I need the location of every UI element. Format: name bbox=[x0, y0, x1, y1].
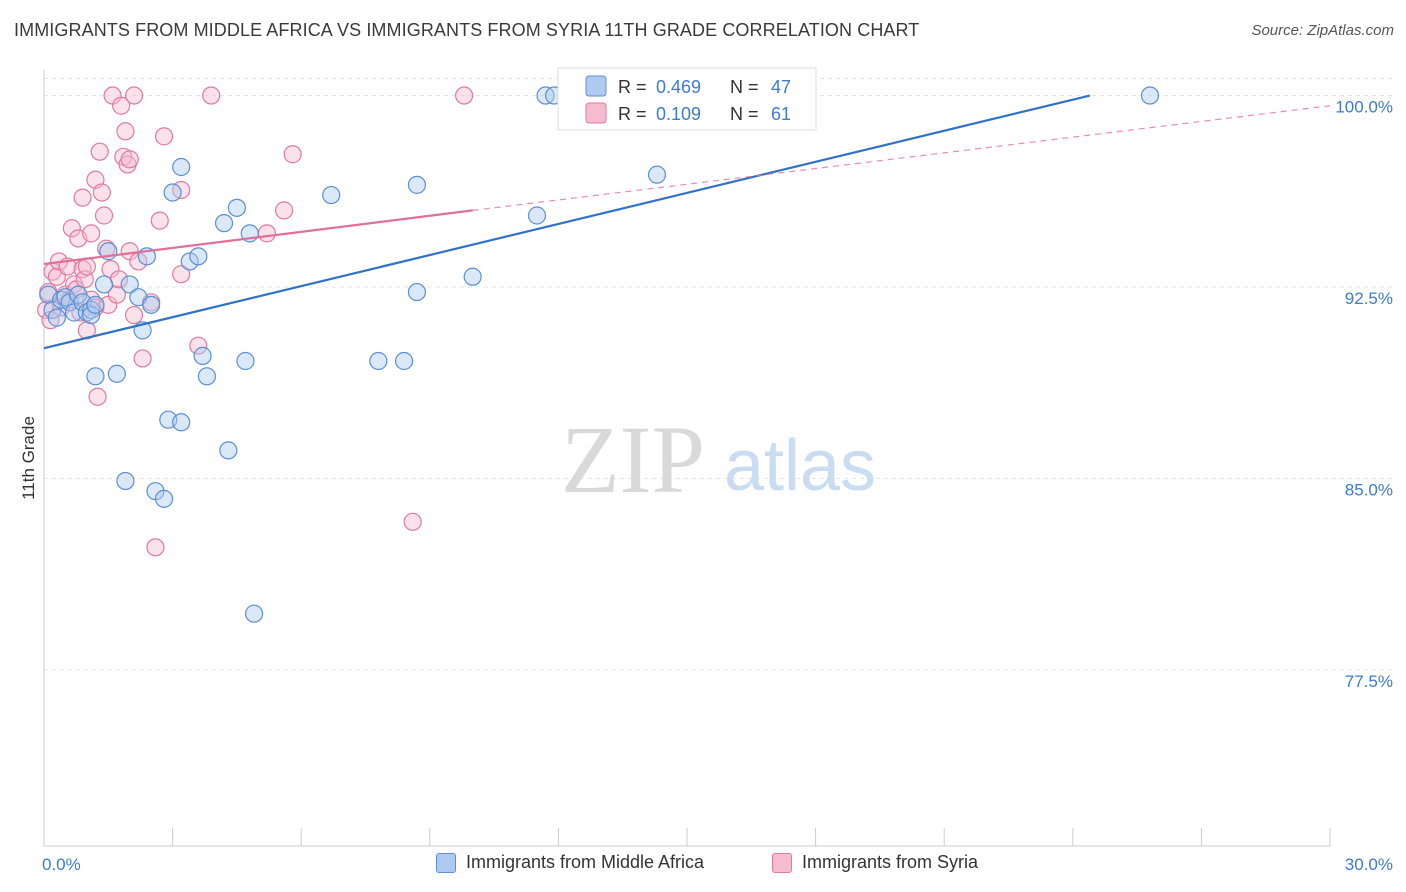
legend-label-syria: Immigrants from Syria bbox=[802, 852, 979, 872]
syria-point-38 bbox=[120, 150, 139, 169]
syria-point-46 bbox=[150, 211, 169, 230]
syria-point-53 bbox=[274, 201, 294, 220]
middle-africa-point-28 bbox=[172, 157, 191, 177]
legend-r-label-pink: R = bbox=[618, 104, 647, 124]
middle-africa-point-31 bbox=[193, 346, 212, 365]
legend-item-syria[interactable]: Immigrants from Syria bbox=[772, 852, 978, 873]
y-tick-label-1: 85.0% bbox=[1345, 480, 1393, 499]
middle-africa-point-27 bbox=[172, 413, 191, 432]
watermark-atlas: atlas bbox=[724, 426, 876, 506]
syria-point-51 bbox=[202, 86, 221, 105]
legend-r-value-pink: 0.109 bbox=[656, 104, 701, 124]
legend-r-value-blue: 0.469 bbox=[656, 77, 701, 97]
syria-point-41 bbox=[124, 305, 144, 325]
legend-swatch-middle-africa bbox=[436, 852, 456, 873]
y-tick-label-3: 100.0% bbox=[1335, 98, 1393, 117]
chart-title: IMMIGRANTS FROM MIDDLE AFRICA VS IMMIGRA… bbox=[14, 20, 920, 40]
middle-africa-point-16 bbox=[107, 364, 126, 383]
grid-lines bbox=[44, 78, 1394, 671]
syria-point-56 bbox=[454, 86, 474, 105]
tick-labels: 77.5% 85.0% 92.5% 100.0% 0.0% 30.0% bbox=[42, 98, 1393, 874]
middle-africa-point-2 bbox=[47, 308, 66, 327]
y-tick-label-2: 92.5% bbox=[1345, 289, 1393, 308]
x-tick-label-1: 30.0% bbox=[1345, 855, 1393, 874]
syria-point-43 bbox=[133, 349, 152, 368]
trend-line-middle-africa bbox=[43, 94, 1091, 350]
middle-africa-point-22 bbox=[142, 295, 161, 314]
syria-point-10 bbox=[62, 219, 81, 238]
middle-africa-point-36 bbox=[236, 351, 255, 371]
middle-africa-point-26 bbox=[163, 183, 182, 202]
syria-points bbox=[37, 86, 474, 557]
middle-africa-points bbox=[39, 86, 1160, 623]
legend-n-value-blue: 47 bbox=[771, 77, 791, 97]
syria-point-24 bbox=[88, 387, 107, 406]
watermark-zip: ZIP bbox=[561, 406, 705, 513]
watermark: ZIP atlas bbox=[561, 406, 876, 513]
y-axis-label: 11th Grade bbox=[19, 416, 38, 500]
syria-point-32 bbox=[107, 285, 126, 304]
legend-label-middle-africa: Immigrants from Middle Africa bbox=[466, 852, 705, 872]
middle-africa-point-14 bbox=[94, 275, 114, 294]
syria-point-52 bbox=[257, 224, 277, 243]
trend-line-syria-extension bbox=[472, 105, 1331, 211]
syria-point-17 bbox=[73, 188, 92, 207]
y-tick-label-0: 77.5% bbox=[1345, 672, 1393, 691]
middle-africa-point-24 bbox=[154, 489, 174, 508]
syria-point-21 bbox=[82, 224, 101, 243]
syria-point-40 bbox=[124, 86, 144, 105]
axes bbox=[43, 70, 1331, 847]
legend-n-label-pink: N = bbox=[730, 104, 759, 124]
middle-africa-point-35 bbox=[227, 198, 246, 217]
middle-africa-point-11 bbox=[82, 305, 101, 325]
middle-africa-point-29 bbox=[180, 252, 199, 271]
x-tick-label-0: 0.0% bbox=[42, 855, 81, 874]
middle-africa-point-39 bbox=[322, 185, 341, 205]
legend-n-value-pink: 61 bbox=[771, 104, 791, 124]
legend-swatch-pink bbox=[585, 102, 607, 124]
middle-africa-point-41 bbox=[394, 351, 414, 371]
legend-r-label-blue: R = bbox=[618, 77, 647, 97]
syria-point-50 bbox=[189, 336, 208, 355]
syria-point-36 bbox=[116, 122, 135, 141]
middle-africa-point-48 bbox=[647, 165, 667, 184]
middle-africa-point-44 bbox=[463, 267, 482, 286]
legend-item-middle-africa[interactable]: Immigrants from Middle Africa bbox=[436, 852, 704, 873]
trend-line-syria bbox=[43, 209, 473, 266]
middle-africa-point-45 bbox=[527, 206, 547, 225]
legend-swatch-syria bbox=[772, 852, 792, 873]
legend-swatch-blue bbox=[585, 75, 607, 97]
syria-point-47 bbox=[154, 127, 174, 146]
middle-africa-point-17 bbox=[116, 471, 135, 491]
chart-source: Source: ZipAtlas.com bbox=[1251, 22, 1394, 39]
middle-africa-point-13 bbox=[86, 367, 105, 386]
legend-n-label-blue: N = bbox=[730, 77, 759, 97]
syria-point-49 bbox=[172, 265, 191, 284]
syria-point-18 bbox=[77, 257, 96, 276]
syria-point-27 bbox=[94, 206, 114, 225]
middle-africa-point-32 bbox=[197, 367, 216, 386]
trend-lines bbox=[43, 94, 1331, 350]
middle-africa-point-34 bbox=[219, 441, 238, 460]
syria-point-55 bbox=[403, 512, 422, 531]
middle-africa-point-40 bbox=[369, 351, 388, 371]
middle-africa-point-12 bbox=[86, 295, 105, 314]
middle-africa-point-33 bbox=[214, 214, 234, 233]
syria-point-34 bbox=[112, 96, 131, 115]
syria-point-25 bbox=[90, 142, 109, 161]
middle-africa-point-38 bbox=[244, 604, 264, 623]
legend-stats: R = 0.469 N = 47 R = 0.109 N = 61 bbox=[557, 67, 817, 131]
middle-africa-point-49 bbox=[1140, 86, 1160, 105]
syria-point-26 bbox=[92, 183, 111, 202]
legend-series: Immigrants from Middle Africa Immigrants… bbox=[0, 848, 1406, 882]
middle-africa-point-18 bbox=[120, 275, 139, 294]
middle-africa-point-42 bbox=[407, 175, 427, 194]
syria-point-54 bbox=[283, 145, 302, 164]
middle-africa-point-43 bbox=[407, 282, 427, 302]
syria-point-45 bbox=[146, 538, 165, 557]
middle-africa-point-30 bbox=[189, 247, 208, 266]
